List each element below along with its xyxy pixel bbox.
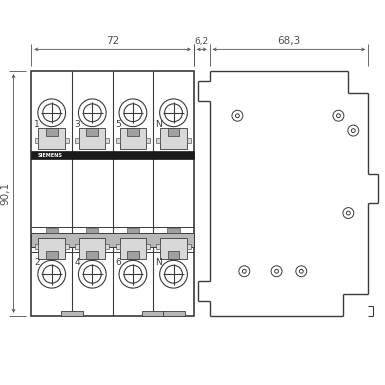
Bar [45, 228, 58, 233]
Text: 5: 5 [115, 120, 121, 129]
Bar [187, 137, 191, 144]
Bar [65, 137, 69, 144]
Bar [120, 127, 146, 149]
Bar [35, 243, 38, 249]
Bar [167, 127, 179, 136]
Text: SIEMENS: SIEMENS [37, 153, 62, 158]
Bar [86, 246, 99, 251]
Bar [46, 127, 58, 136]
Bar [75, 137, 79, 144]
Bar [32, 71, 194, 316]
Bar [116, 243, 120, 249]
Bar [32, 151, 194, 159]
Bar [120, 238, 146, 259]
Bar [167, 228, 180, 233]
Text: 6: 6 [115, 258, 121, 267]
Bar [79, 127, 105, 149]
Bar [167, 251, 179, 259]
Text: 2: 2 [34, 258, 40, 267]
Text: 90,1: 90,1 [1, 182, 10, 205]
Bar [162, 311, 185, 316]
Bar [167, 246, 180, 251]
Text: 72: 72 [106, 37, 119, 47]
Bar [127, 251, 139, 259]
Text: 3: 3 [75, 120, 80, 129]
Bar [105, 137, 109, 144]
Bar [187, 243, 191, 249]
Text: 68,3: 68,3 [277, 37, 301, 47]
Text: 4: 4 [75, 258, 80, 267]
Bar [156, 137, 160, 144]
Bar [45, 246, 58, 251]
Bar [127, 228, 139, 233]
Bar [32, 233, 194, 247]
Text: N: N [155, 120, 162, 129]
Bar [156, 243, 160, 249]
Bar [86, 251, 98, 259]
Bar [79, 238, 105, 259]
Bar [61, 311, 83, 316]
Bar [35, 137, 38, 144]
Bar [65, 243, 69, 249]
Bar [146, 137, 150, 144]
Bar [86, 127, 98, 136]
Text: 6,2: 6,2 [195, 37, 209, 47]
Bar [146, 243, 150, 249]
Bar [160, 127, 187, 149]
Bar [46, 251, 58, 259]
Bar [86, 228, 99, 233]
Bar [105, 243, 109, 249]
Text: N: N [155, 258, 162, 267]
Bar [127, 127, 139, 136]
Bar [38, 238, 65, 259]
Bar [75, 243, 79, 249]
Bar [142, 311, 164, 316]
Bar [127, 246, 139, 251]
Text: 1: 1 [34, 120, 40, 129]
Bar [160, 238, 187, 259]
Bar [116, 137, 120, 144]
Bar [38, 127, 65, 149]
